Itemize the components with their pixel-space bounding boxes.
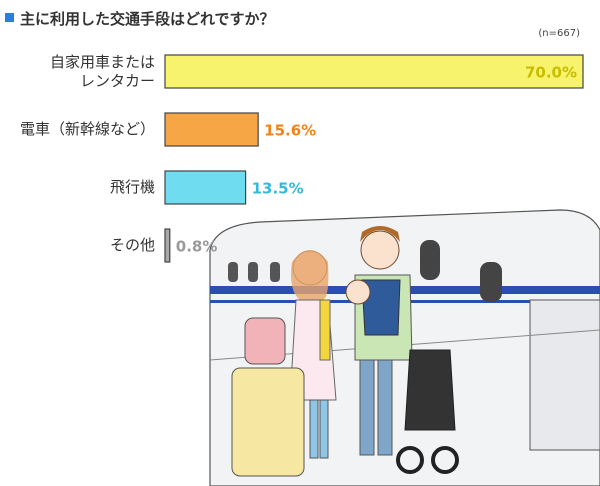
chart-title: 主に利用した交通手段はどれですか？ (20, 10, 275, 28)
category-label: 自家用車または レンタカー (49, 52, 155, 90)
illustration (209, 209, 600, 486)
chart-subtitle: (n=667) (538, 28, 580, 39)
bar (164, 112, 259, 147)
bar (164, 54, 584, 89)
value-label: 13.5% (252, 180, 304, 198)
bar (164, 170, 247, 205)
category-label: その他 (109, 236, 155, 254)
category-label: 電車（新幹線など） (19, 120, 155, 138)
title-marker (5, 13, 14, 22)
value-label: 70.0% (525, 64, 577, 82)
value-label: 15.6% (264, 122, 316, 140)
bar (164, 228, 171, 263)
value-label: 0.8% (176, 238, 218, 256)
category-label: 飛行機 (109, 178, 155, 196)
